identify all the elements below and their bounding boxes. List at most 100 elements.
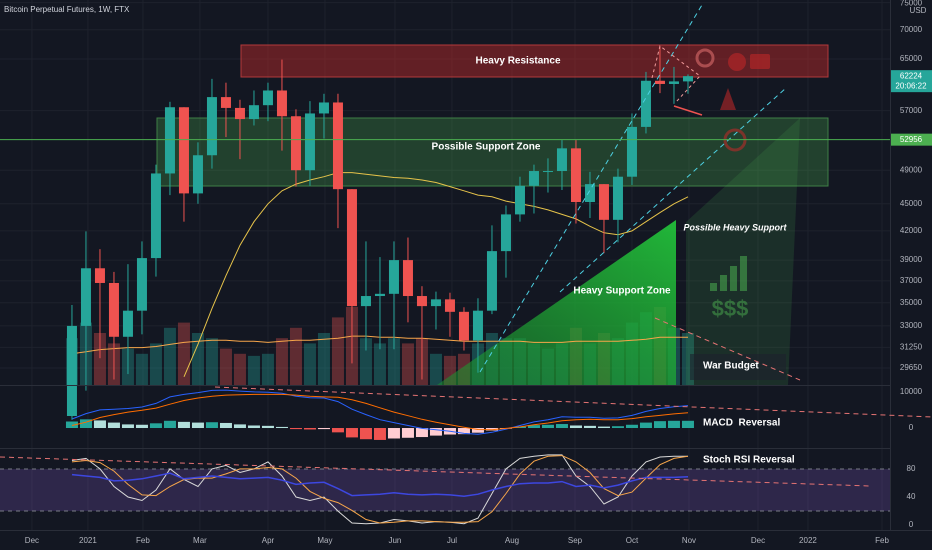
candle-body bbox=[178, 107, 189, 194]
macd-histogram bbox=[177, 421, 190, 429]
macd-histogram bbox=[331, 428, 344, 433]
volume-bar bbox=[359, 338, 372, 385]
x-tick-label: Jun bbox=[388, 536, 401, 545]
trend-line bbox=[0, 456, 871, 487]
macd-histogram bbox=[387, 428, 400, 439]
macd-histogram bbox=[471, 428, 484, 433]
candle-body bbox=[94, 268, 105, 283]
candle-body bbox=[332, 102, 343, 190]
candle-body bbox=[220, 97, 231, 108]
coin-icon bbox=[728, 53, 746, 71]
candle-body bbox=[598, 184, 609, 220]
candle-body bbox=[304, 113, 315, 171]
macd-histogram bbox=[303, 428, 316, 430]
macd-histogram bbox=[79, 419, 92, 429]
rsi-band bbox=[0, 468, 890, 512]
macd-histogram bbox=[373, 428, 386, 440]
candle-body bbox=[542, 171, 553, 173]
y-tick-label: 37000 bbox=[900, 276, 923, 285]
last-price-box bbox=[891, 70, 932, 93]
candle-body bbox=[472, 310, 483, 341]
volume-bar bbox=[289, 327, 302, 385]
y-tick-label: 70000 bbox=[900, 25, 923, 34]
y-tick-label: 10000 bbox=[900, 387, 923, 396]
annotation: Heavy Resistance bbox=[475, 56, 560, 67]
candle-body bbox=[122, 310, 133, 337]
x-tick-label: Oct bbox=[626, 536, 639, 545]
volume-bar bbox=[373, 343, 386, 385]
y-tick-label: 49000 bbox=[900, 165, 923, 174]
macd-histogram bbox=[149, 423, 162, 429]
annotation: Possible Support Zone bbox=[432, 142, 541, 153]
macd-histogram bbox=[107, 422, 120, 429]
macd-histogram bbox=[205, 422, 218, 429]
annotation: Stoch RSI Reversal bbox=[703, 455, 795, 466]
candle-body bbox=[262, 90, 273, 106]
macd-histogram bbox=[163, 420, 176, 429]
candle-body bbox=[584, 184, 595, 203]
bars-icon bbox=[730, 266, 737, 291]
macd-histogram bbox=[569, 425, 582, 429]
x-tick-label: Feb bbox=[136, 536, 150, 545]
candle-body bbox=[234, 107, 245, 120]
y-tick-label: 0 bbox=[909, 423, 914, 432]
candle-body bbox=[108, 282, 119, 337]
macd-histogram bbox=[457, 428, 470, 435]
heavy-support-zone bbox=[437, 220, 676, 385]
candle-body bbox=[514, 185, 525, 215]
bars-icon bbox=[740, 256, 747, 291]
volume-bar bbox=[429, 353, 442, 385]
y-tick-label: 80 bbox=[907, 464, 916, 473]
channel-line bbox=[559, 87, 787, 293]
candle-body bbox=[640, 80, 651, 127]
candle-body bbox=[402, 260, 413, 297]
candle-body bbox=[682, 76, 693, 82]
macd-histogram bbox=[135, 424, 148, 429]
x-tick-label: Jul bbox=[447, 536, 457, 545]
y-tick-label: 65000 bbox=[900, 54, 923, 63]
macd-histogram bbox=[65, 421, 78, 429]
candle-body bbox=[318, 102, 329, 114]
x-tick-label: Mar bbox=[193, 536, 207, 545]
annotation: MACD Reversal bbox=[703, 418, 780, 429]
macd-histogram bbox=[611, 426, 624, 429]
candle-body bbox=[206, 97, 217, 156]
bars-icon bbox=[710, 283, 717, 291]
macd-histogram bbox=[261, 425, 274, 429]
y-tick-label: 75000 bbox=[900, 0, 923, 8]
macd-histogram bbox=[625, 424, 638, 429]
macd-histogram bbox=[555, 424, 568, 429]
support-zone bbox=[156, 117, 829, 187]
x-tick-label: Dec bbox=[751, 536, 765, 545]
y-tick-label: 45000 bbox=[900, 199, 923, 208]
macd-histogram bbox=[415, 428, 428, 438]
candle-body bbox=[66, 325, 77, 416]
volume-bar bbox=[387, 338, 400, 385]
volume-bar bbox=[233, 353, 246, 385]
volume-bar bbox=[401, 343, 414, 385]
macd-histogram bbox=[317, 428, 330, 430]
macd-histogram bbox=[191, 422, 204, 429]
x-tick-label: May bbox=[317, 536, 332, 545]
macd-line bbox=[71, 393, 689, 431]
possible-heavy-support-zone bbox=[686, 118, 800, 385]
y-tick-label: 57000 bbox=[900, 106, 923, 115]
macd-histogram bbox=[359, 428, 372, 440]
candle-body bbox=[500, 214, 511, 252]
macd-histogram bbox=[541, 424, 554, 429]
macd-histogram bbox=[275, 426, 288, 429]
x-tick-label: Sep bbox=[568, 536, 583, 545]
candle-body bbox=[570, 148, 581, 203]
alert-icon bbox=[720, 88, 736, 110]
icons bbox=[695, 48, 770, 291]
volume-bar bbox=[247, 355, 260, 385]
y-tick-label: 39000 bbox=[900, 255, 923, 264]
dollar-text: $$$ bbox=[712, 296, 749, 321]
candle-body bbox=[374, 293, 385, 297]
y-tick-label: 40 bbox=[907, 492, 916, 501]
macd-histogram bbox=[121, 424, 134, 429]
macd-histogram bbox=[653, 421, 666, 429]
chart-title: Bitcoin Perpetual Futures, 1W, FTX bbox=[4, 5, 130, 14]
